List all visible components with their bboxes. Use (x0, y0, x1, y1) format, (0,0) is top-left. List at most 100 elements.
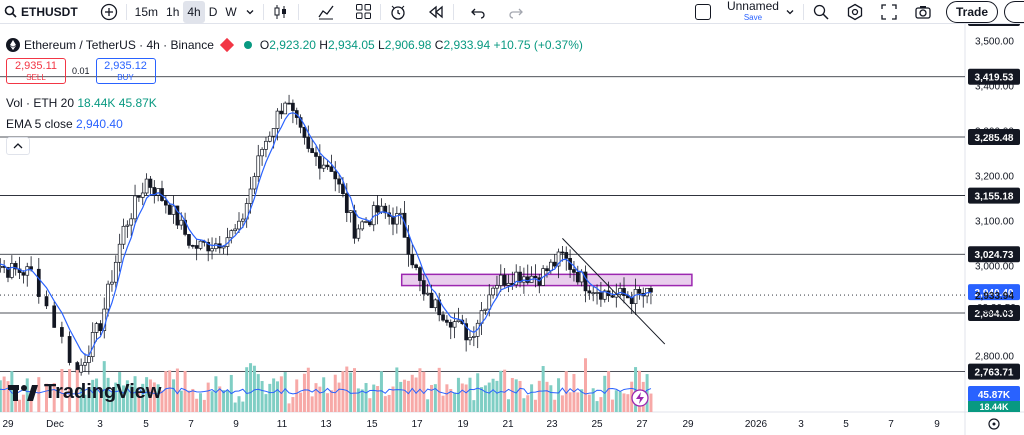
candle-body (545, 268, 549, 272)
volume-bar (418, 368, 422, 412)
trendline (562, 238, 666, 345)
volume-indicator-legend[interactable]: Vol · ETH 20 18.44K 45.87K (6, 96, 157, 110)
candle-body (125, 224, 130, 227)
price-level-badge (968, 24, 1020, 26)
collapse-legend-button[interactable] (6, 137, 30, 155)
candle-body (264, 140, 268, 150)
candle-body (10, 263, 14, 278)
replay-button[interactable] (423, 1, 449, 23)
candle-body (187, 234, 191, 246)
price-level-label: 3,024.73 (975, 250, 1014, 261)
gear-icon (847, 3, 863, 20)
countdown-label: 02:30:59 (977, 303, 1016, 314)
volume-ma-badge-label: 45.87K (978, 390, 1011, 401)
alert-button[interactable] (385, 1, 411, 23)
price-tick-label: 3,500.00 (975, 37, 1014, 48)
settings-button[interactable] (842, 1, 868, 23)
volume-bar (341, 371, 345, 412)
chart-area[interactable]: 3,550.29 3,419.53 3,285.48 3,155.18 3,024.73… (0, 24, 1024, 435)
volume-bar (322, 377, 326, 412)
candle-body (622, 288, 626, 296)
volume-bar (114, 382, 118, 412)
candle-body (206, 242, 211, 252)
candle-body (144, 178, 149, 194)
volume-bar (453, 392, 457, 412)
volume-bar (464, 384, 468, 412)
volume-bar (202, 399, 206, 412)
candle-body (198, 240, 203, 249)
candle-body (110, 281, 114, 285)
candle-body (564, 252, 569, 259)
volume-bar (218, 386, 222, 412)
volume-bar (252, 365, 256, 412)
volume-bar (564, 371, 568, 412)
buy-button[interactable]: 2,935.12 BUY (95, 58, 156, 84)
candle-body (410, 254, 415, 266)
candle-body (291, 102, 295, 111)
chart-type-button[interactable] (268, 1, 294, 23)
indicators-button[interactable] (313, 1, 339, 23)
candle-body (602, 290, 607, 300)
timeframe-15m[interactable]: 15m (134, 4, 159, 19)
candle-body (133, 195, 137, 220)
timeframe-dropdown[interactable] (241, 1, 259, 23)
candle-body (306, 137, 311, 149)
candle-body (279, 110, 284, 115)
candle-body (483, 308, 488, 311)
price-level-label: 3,155.18 (975, 192, 1014, 203)
divider (297, 3, 299, 20)
candle-body (237, 220, 241, 230)
timeframe-4h[interactable]: 4h (183, 0, 205, 23)
price-level-badge (968, 187, 1020, 204)
publish-button[interactable] (1004, 0, 1024, 23)
snapshot-button[interactable] (910, 1, 936, 23)
candle-body (287, 102, 291, 105)
symbol-title: Ethereum / TetherUS · 4h · Binance (24, 38, 214, 52)
volume-bar (430, 384, 433, 412)
layout-name-button[interactable]: Unnamed Save (725, 0, 781, 23)
tradingview-logo[interactable]: TradingView (8, 381, 161, 404)
time-axis-label: 17 (411, 419, 423, 430)
timeframe-d[interactable]: D (208, 4, 218, 19)
volume-bar (145, 377, 149, 412)
price-level-label: 3,285.48 (975, 133, 1014, 144)
candle-body (194, 245, 199, 249)
candle-body (113, 261, 118, 283)
volume-bar (337, 382, 341, 412)
symbol-search[interactable]: ETHUSDT (0, 1, 82, 23)
candle-body (591, 292, 596, 295)
timeframe-w[interactable]: W (225, 4, 237, 19)
price-level-badge (968, 305, 1020, 321)
volume-bar (487, 382, 491, 412)
price-tick-label: 2,800.00 (975, 351, 1014, 362)
search-icon (4, 5, 17, 18)
volume-bar (299, 392, 303, 412)
compare-symbol-button[interactable] (96, 1, 122, 23)
undo-button[interactable] (466, 1, 490, 23)
volume-bar (172, 379, 176, 412)
volume-bar (98, 388, 102, 412)
chart-canvas[interactable]: 3,550.29 3,419.53 3,285.48 3,155.18 3,024.73… (0, 24, 1024, 435)
layout-dropdown[interactable] (781, 1, 799, 23)
volume-ma-line (0, 387, 652, 395)
time-axis-label: Dec (46, 419, 64, 430)
ohlc-close-key: C (434, 38, 444, 52)
timeframe-1h[interactable]: 1h (166, 4, 180, 19)
candle-body (271, 128, 276, 137)
time-axis-label: 19 (457, 419, 469, 430)
fullscreen-button[interactable] (876, 1, 902, 23)
redo-button[interactable] (504, 1, 528, 23)
candle-body (140, 192, 145, 198)
layouts-button[interactable] (351, 1, 376, 23)
ema-indicator-legend[interactable]: EMA 5 close 2,940.40 (6, 117, 123, 131)
candle-body (610, 295, 615, 298)
trade-button[interactable]: Trade (945, 0, 998, 23)
volume-bar (610, 399, 614, 412)
quick-search-button[interactable] (808, 1, 834, 23)
candle-body (29, 266, 33, 270)
volume-bar (25, 378, 29, 412)
sell-button[interactable]: 2,935.11 SELL (6, 58, 66, 84)
candle-body (379, 205, 384, 213)
time-axis-label: 11 (277, 419, 288, 430)
layout-checkbox[interactable] (691, 1, 715, 23)
